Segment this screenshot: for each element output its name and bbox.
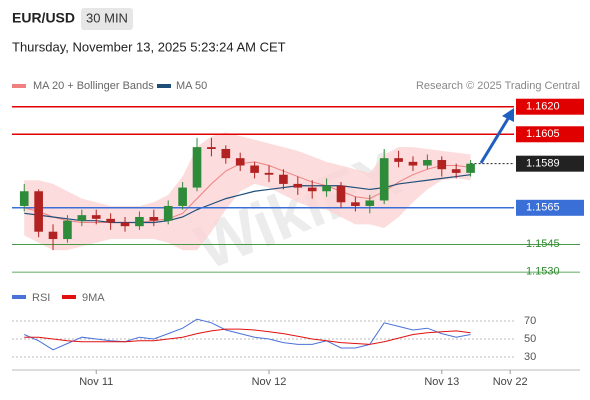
candle-body [293, 183, 303, 188]
candle-body [149, 216, 159, 221]
candle-body [120, 222, 130, 227]
candle-body [408, 161, 418, 166]
forecast-arrow [479, 116, 511, 164]
candle-body [336, 185, 346, 203]
legend-swatch [157, 84, 171, 88]
candle-body [235, 158, 245, 166]
forecast-arrowhead [502, 108, 514, 122]
source: Research © 2025 Trading Central [416, 80, 580, 92]
candle-body [48, 231, 58, 240]
candle-body [423, 160, 432, 166]
legend-label: 9MA [82, 292, 105, 304]
candle-body [394, 158, 403, 162]
candle-body [264, 172, 274, 175]
level-badge [516, 98, 584, 115]
legend-swatch [12, 295, 26, 299]
timeframe: 30 MIN [86, 10, 128, 25]
level-label: 1.1545 [526, 238, 560, 250]
ma20-line [24, 161, 471, 224]
candle-body [221, 148, 231, 159]
candle-body [178, 187, 187, 206]
candle-body [379, 158, 389, 201]
ma50-line [24, 174, 471, 224]
level-label: 1.1530 [526, 266, 560, 278]
candle-body [77, 215, 87, 221]
legend-swatch [12, 84, 26, 88]
candle-body [207, 147, 216, 149]
timeframe-badge [81, 8, 133, 30]
level-badge [516, 199, 584, 216]
legend-label: MA 20 + Bollinger Bands [33, 80, 154, 92]
candle-body [351, 202, 360, 206]
legend-label: MA 50 [176, 80, 207, 92]
subtitle: Thursday, November 13, 2025 5:23:24 AM C… [12, 39, 286, 54]
rsi-tick-label: 30 [524, 351, 536, 363]
candle-body [106, 218, 115, 223]
candle-body [163, 205, 173, 221]
candle-body [91, 215, 101, 219]
candle-body [437, 160, 447, 170]
candle-body [322, 185, 331, 192]
candle-body [279, 174, 288, 184]
candle-body [250, 165, 259, 173]
rsi-line [24, 328, 471, 345]
rsi-line [24, 318, 471, 351]
candle-body [307, 187, 317, 192]
level-badge [516, 126, 584, 143]
candle-body [365, 200, 375, 206]
legend-swatch [62, 295, 76, 299]
candle-body [135, 216, 144, 227]
x-tick-label: Nov 22 [493, 376, 528, 388]
level-label: 1.1620 [526, 101, 560, 113]
candle-body [63, 220, 72, 240]
candle-body [466, 163, 475, 173]
rsi-tick-label: 70 [524, 315, 536, 327]
rsi-tick-label: 50 [524, 333, 536, 345]
chart-title: EUR/USD [12, 10, 75, 26]
level-label: 1.1565 [526, 202, 560, 214]
legend-label: RSI [32, 292, 50, 304]
x-tick-label: Nov 11 [79, 376, 113, 388]
candle-body [451, 169, 461, 173]
x-tick-label: Nov 13 [424, 376, 459, 388]
candle-body [34, 191, 43, 232]
level-label: 1.1605 [526, 128, 560, 140]
level-badge [516, 155, 584, 172]
candle-body [192, 147, 202, 188]
x-tick-label: Nov 12 [252, 376, 287, 388]
level-label: 1.1589 [526, 158, 560, 170]
candle-body [19, 191, 29, 206]
